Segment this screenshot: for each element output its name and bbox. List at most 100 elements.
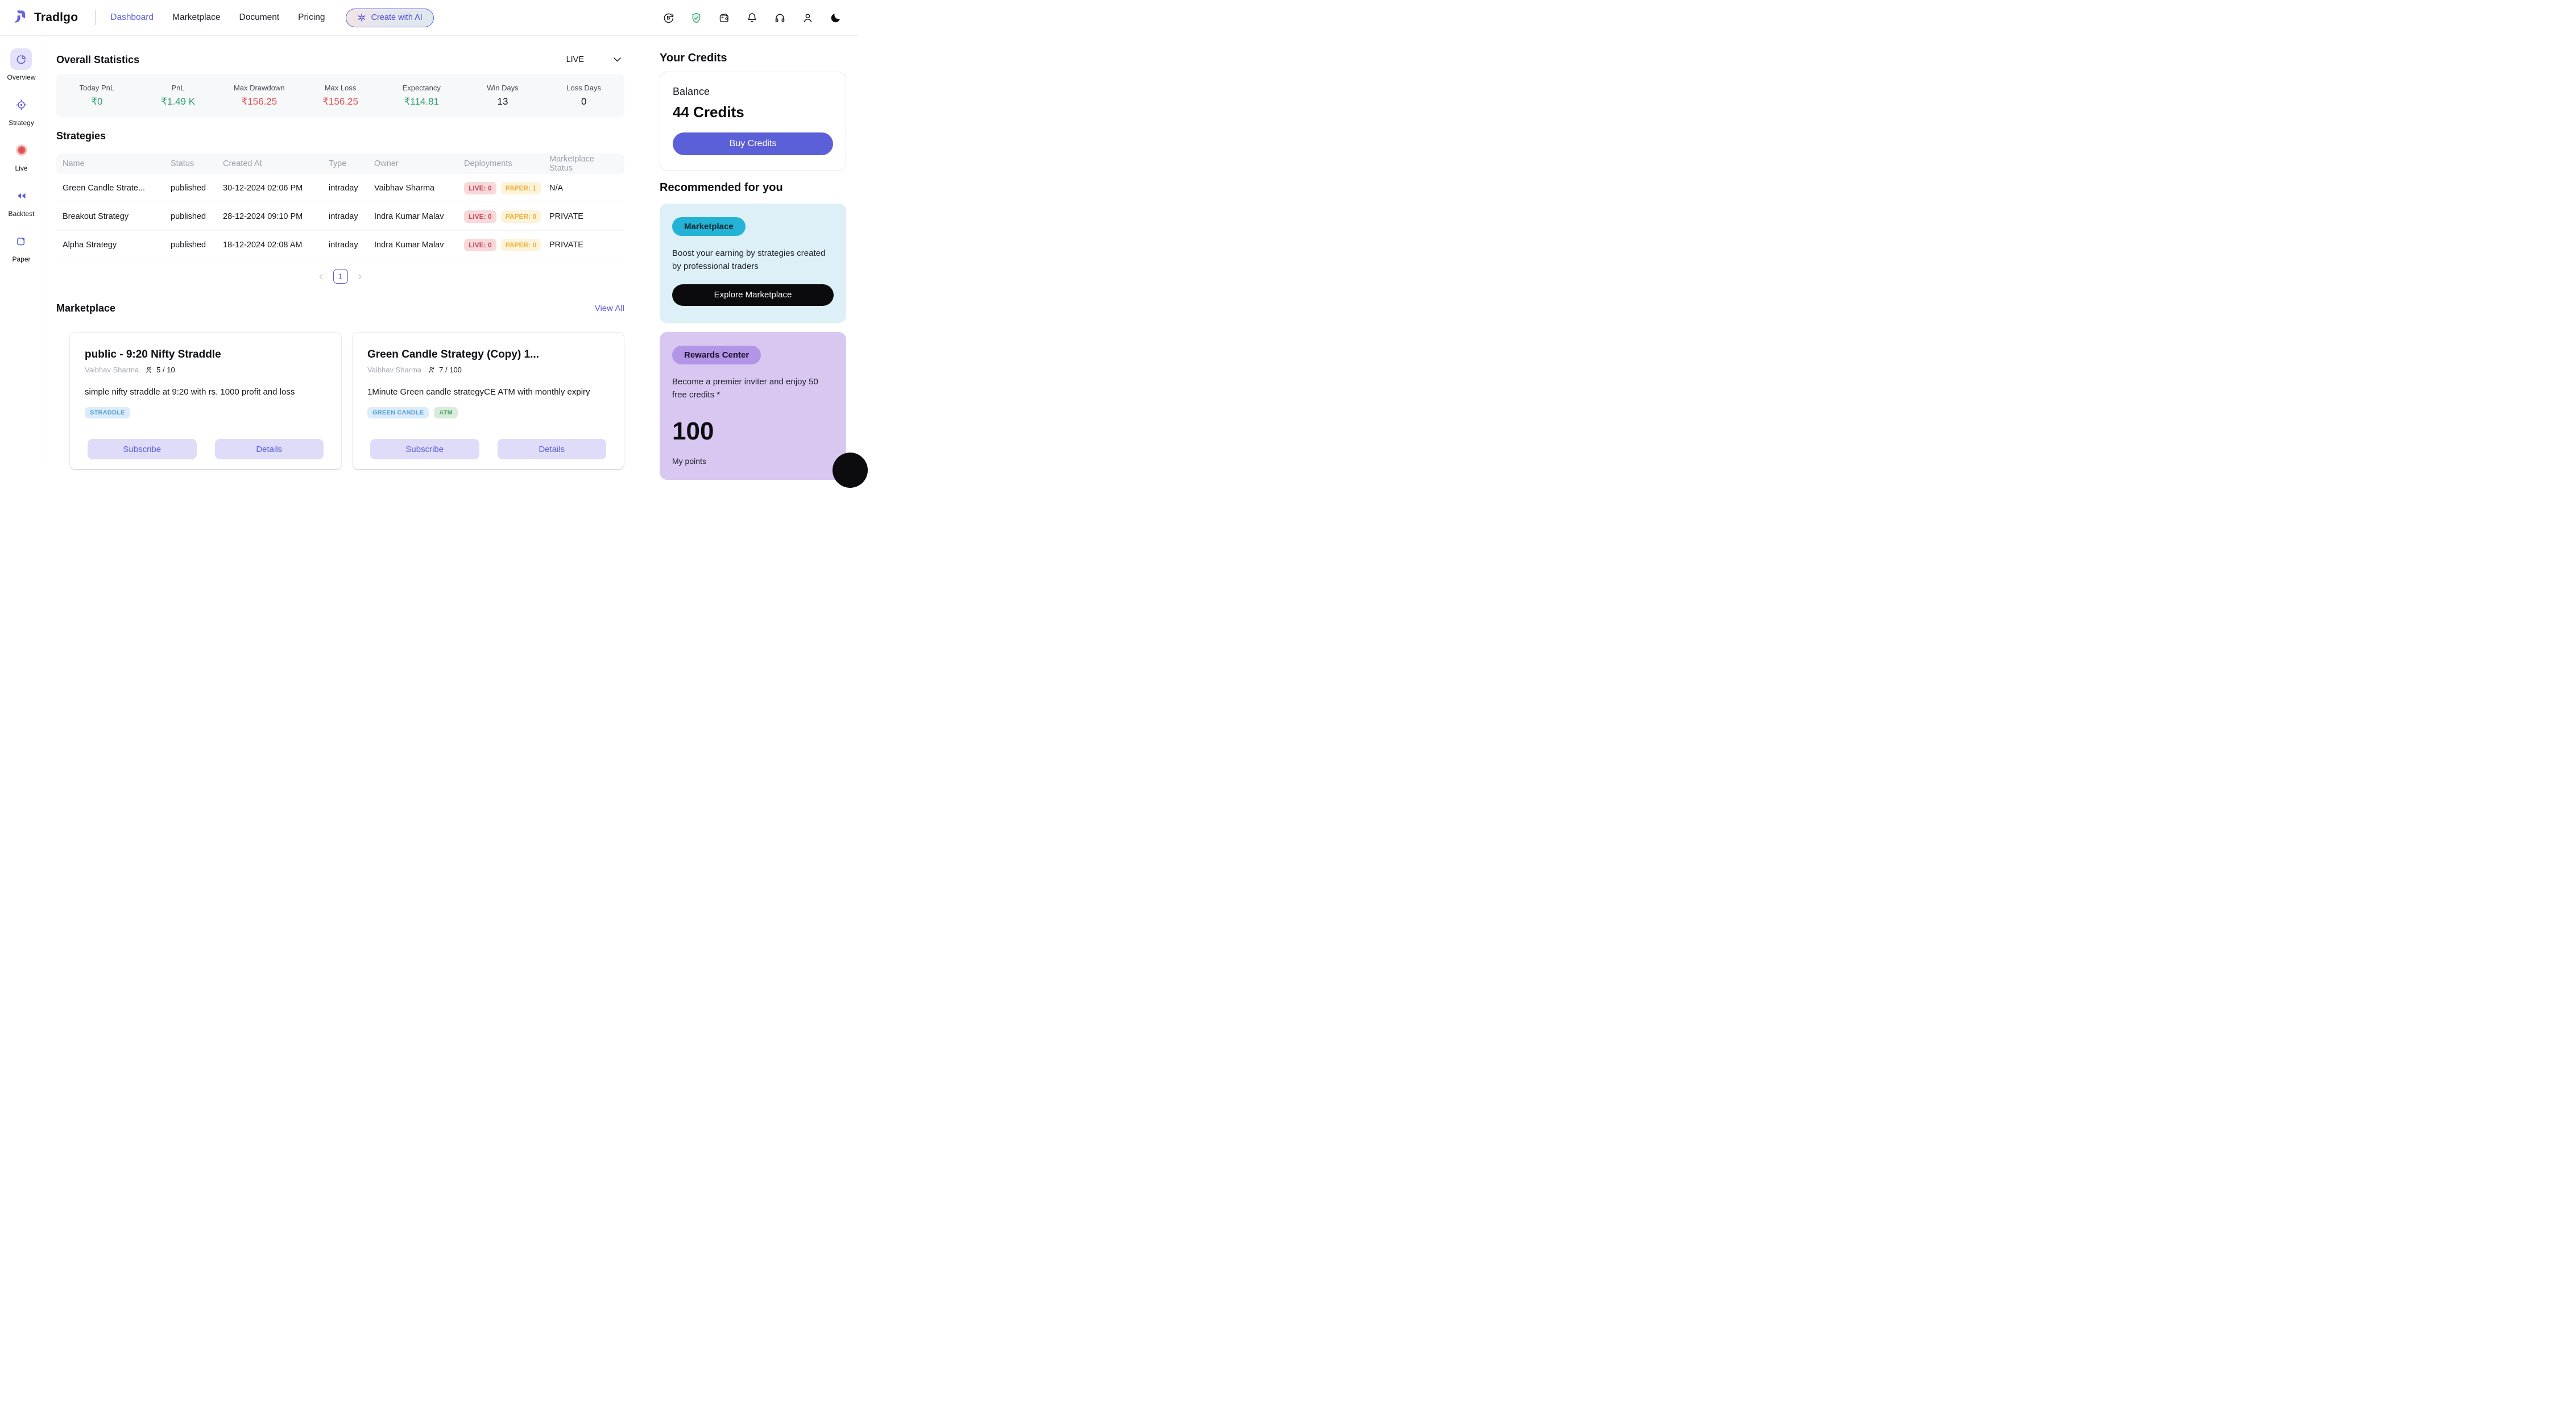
bell-icon[interactable] [746,11,758,24]
chevron-down-icon [614,57,621,62]
explore-marketplace-button[interactable]: Explore Marketplace [672,284,834,306]
nav-marketplace[interactable]: Marketplace [172,13,221,22]
balance-value: 44 Credits [673,103,744,121]
users-icon [429,367,434,373]
shield-check-icon[interactable] [690,11,702,24]
cell-status: published [171,211,206,221]
live-dot-icon [11,139,32,161]
headphones-icon[interactable] [773,11,786,24]
sidebar-label: Strategy [9,119,34,127]
users-icon [146,367,152,373]
marketplace-card: public - 9:20 Nifty Straddle Vaibhav Sha… [69,332,342,470]
cell-name: Alpha Strategy [63,240,117,250]
card-owner: Vaibhav Sharma [367,366,422,374]
main-nav: Dashboard Marketplace Document Pricing [110,13,325,23]
sidebar-item-strategy[interactable]: Strategy [9,94,34,127]
brand[interactable]: Tradlgo [12,9,78,27]
buy-credits-button[interactable]: Buy Credits [673,132,833,155]
card-capacity: 7 / 100 [428,366,462,374]
paper-badge: PAPER: 0 [500,210,541,223]
table-row[interactable]: Green Candle Strate... published 30-12-2… [56,174,624,202]
strategies-title: Strategies [56,130,106,142]
card-title: public - 9:20 Nifty Straddle [85,349,221,360]
stat-loss-days: Loss Days 0 [566,84,602,107]
cell-type: intraday [329,240,358,250]
details-button[interactable]: Details [214,439,324,459]
chat-fab[interactable] [833,453,868,488]
svg-text:B: B [666,15,670,20]
tag-straddle: STRADDLE [85,407,130,418]
broker-sync-icon[interactable]: B [662,11,674,24]
rewards-promo-text: Become a premier inviter and enjoy 50 fr… [672,377,818,400]
cell-owner: Indra Kumar Malav [374,240,444,250]
marketplace-cards: public - 9:20 Nifty Straddle Vaibhav Sha… [69,332,624,470]
nav-pricing[interactable]: Pricing [298,13,325,22]
paper-badge: PAPER: 0 [500,238,541,251]
table-row[interactable]: Breakout Strategy published 28-12-2024 0… [56,202,624,231]
pagination-prev[interactable]: ‹ [318,270,323,283]
strategies-table-header: Name Status Created At Type Owner Deploymen… [56,154,624,174]
stats-period-select[interactable]: LIVE [563,53,624,67]
stats-title: Overall Statistics [56,53,140,65]
cell-created: 18-12-2024 02:08 AM [223,240,303,250]
sidebar-item-backtest[interactable]: Backtest [8,185,35,218]
cell-deployments: LIVE: 0 PAPER: 1 [464,181,549,194]
user-icon[interactable] [801,11,814,24]
table-row[interactable]: Alpha Strategy published 18-12-2024 02:0… [56,231,624,259]
marketplace-badge: Marketplace [672,217,746,236]
left-sidebar: Overview Strategy Live Backtest Paper [0,36,43,467]
moon-icon[interactable] [829,11,842,24]
card-description: simple nifty straddle at 9:20 with rs. 1… [85,387,295,397]
sidebar-label: Overview [7,73,36,81]
recommended-title: Recommended for you [660,181,783,194]
sidebar-item-paper[interactable]: Paper [11,230,32,263]
card-title: Green Candle Strategy (Copy) 1... [367,349,539,360]
cell-name: Green Candle Strate... [63,183,146,193]
cell-status: published [171,183,206,193]
target-icon [10,94,32,115]
cell-deployments: LIVE: 0 PAPER: 0 [464,210,549,223]
view-all-link[interactable]: View All [594,304,624,313]
rewind-icon [11,185,32,206]
live-badge: LIVE: 0 [464,210,496,223]
header-icons: B [662,11,842,24]
main-content: Overall Statistics LIVE Today PnL ₹0 PnL ₹… [43,36,648,470]
pie-chart-icon [10,48,32,70]
cell-created: 28-12-2024 09:10 PM [223,211,303,221]
live-badge: LIVE: 0 [464,181,496,194]
brand-name: Tradlgo [34,11,78,24]
pagination-next[interactable]: › [358,270,362,283]
subscribe-button[interactable]: Subscribe [370,439,479,459]
sidebar-item-live[interactable]: Live [11,139,32,172]
subscribe-button[interactable]: Subscribe [88,439,197,459]
rewards-center-card: Rewards Center Become a premier inviter … [660,332,846,480]
marketplace-promo-text: Boost your earning by strategies created… [672,248,826,272]
nav-dashboard[interactable]: Dashboard [110,13,154,22]
cell-type: intraday [329,211,358,221]
cell-marketplace-status: PRIVATE [549,211,583,221]
sidebar-item-overview[interactable]: Overview [7,48,36,81]
tag-atm: ATM [434,407,458,418]
marketplace-card: Green Candle Strategy (Copy) 1... Vaibha… [352,332,624,470]
pagination: ‹ 1 › [56,269,624,284]
create-with-ai-button[interactable]: Create with AI [345,8,434,27]
stat-today-pnl: Today PnL ₹0 [79,84,115,107]
marketplace-promo-card: Marketplace Boost your earning by strate… [660,204,846,323]
cell-marketplace-status: PRIVATE [549,240,583,250]
points-label: My points [672,456,706,466]
sidebar-label: Backtest [8,210,35,218]
stat-pnl: PnL ₹1.49 K [161,84,196,107]
details-button[interactable]: Details [497,439,606,459]
tag-green-candle: GREEN CANDLE [367,407,429,418]
cell-owner: Vaibhav Sharma [374,183,435,193]
stat-max-drawdown: Max Drawdown ₹156.25 [234,84,285,107]
brand-logo-icon [12,9,27,27]
nav-document[interactable]: Document [239,13,280,22]
cell-deployments: LIVE: 0 PAPER: 0 [464,238,549,251]
sidebar-label: Live [15,164,28,172]
pagination-page-1[interactable]: 1 [333,269,348,284]
stats-period-value: LIVE [566,55,584,64]
header-divider [95,10,96,25]
wallet-icon[interactable] [718,11,730,24]
stat-max-loss: Max Loss ₹156.25 [322,84,358,107]
